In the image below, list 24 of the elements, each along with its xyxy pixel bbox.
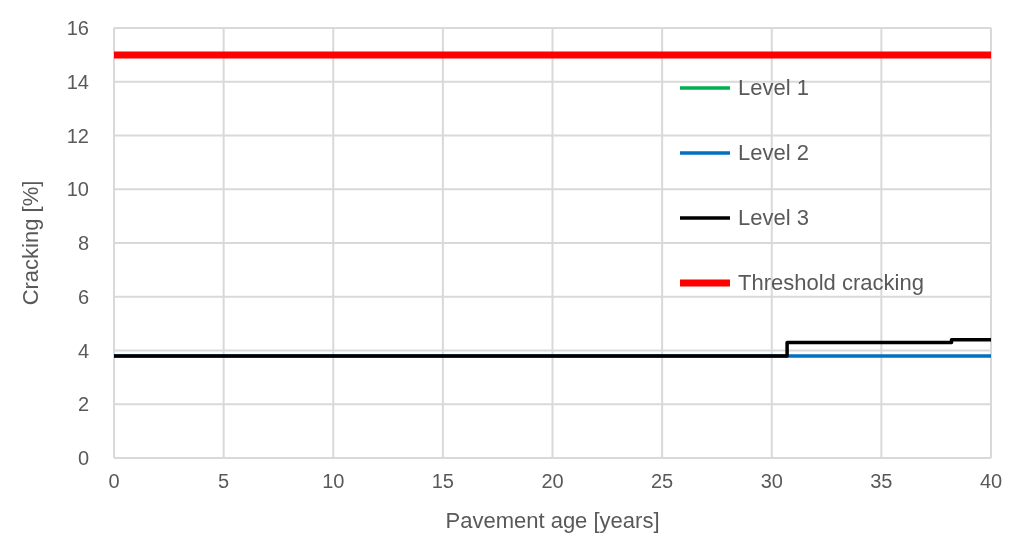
y-axis-title: Cracking [%] bbox=[18, 180, 43, 306]
x-tick-label: 30 bbox=[760, 470, 783, 492]
y-tick-label: 10 bbox=[66, 178, 89, 201]
y-tick-label: 6 bbox=[77, 285, 89, 308]
legend-label: Threshold cracking bbox=[738, 270, 924, 295]
x-tick-label: 20 bbox=[541, 470, 564, 492]
legend-label: Level 3 bbox=[738, 205, 809, 230]
x-tick-label: 35 bbox=[870, 470, 893, 492]
x-tick-label: 10 bbox=[322, 470, 345, 492]
legend-label: Level 2 bbox=[738, 140, 809, 165]
y-tick-label: 8 bbox=[77, 232, 89, 254]
x-tick-label: 0 bbox=[108, 470, 120, 492]
x-tick-label: 25 bbox=[651, 470, 674, 492]
y-tick-label: 12 bbox=[66, 124, 89, 147]
x-tick-label: 40 bbox=[979, 470, 1003, 492]
x-tick-label: 5 bbox=[218, 470, 230, 492]
legend-label: Level 1 bbox=[738, 75, 809, 100]
x-axis-title: Pavement age [years] bbox=[445, 508, 660, 533]
y-tick-label: 2 bbox=[77, 393, 89, 416]
x-tick-label: 15 bbox=[431, 470, 454, 492]
y-tick-label: 14 bbox=[66, 70, 89, 93]
y-tick-label: 0 bbox=[77, 447, 89, 469]
y-tick-label: 4 bbox=[77, 339, 89, 362]
y-tick-label: 16 bbox=[66, 17, 89, 39]
